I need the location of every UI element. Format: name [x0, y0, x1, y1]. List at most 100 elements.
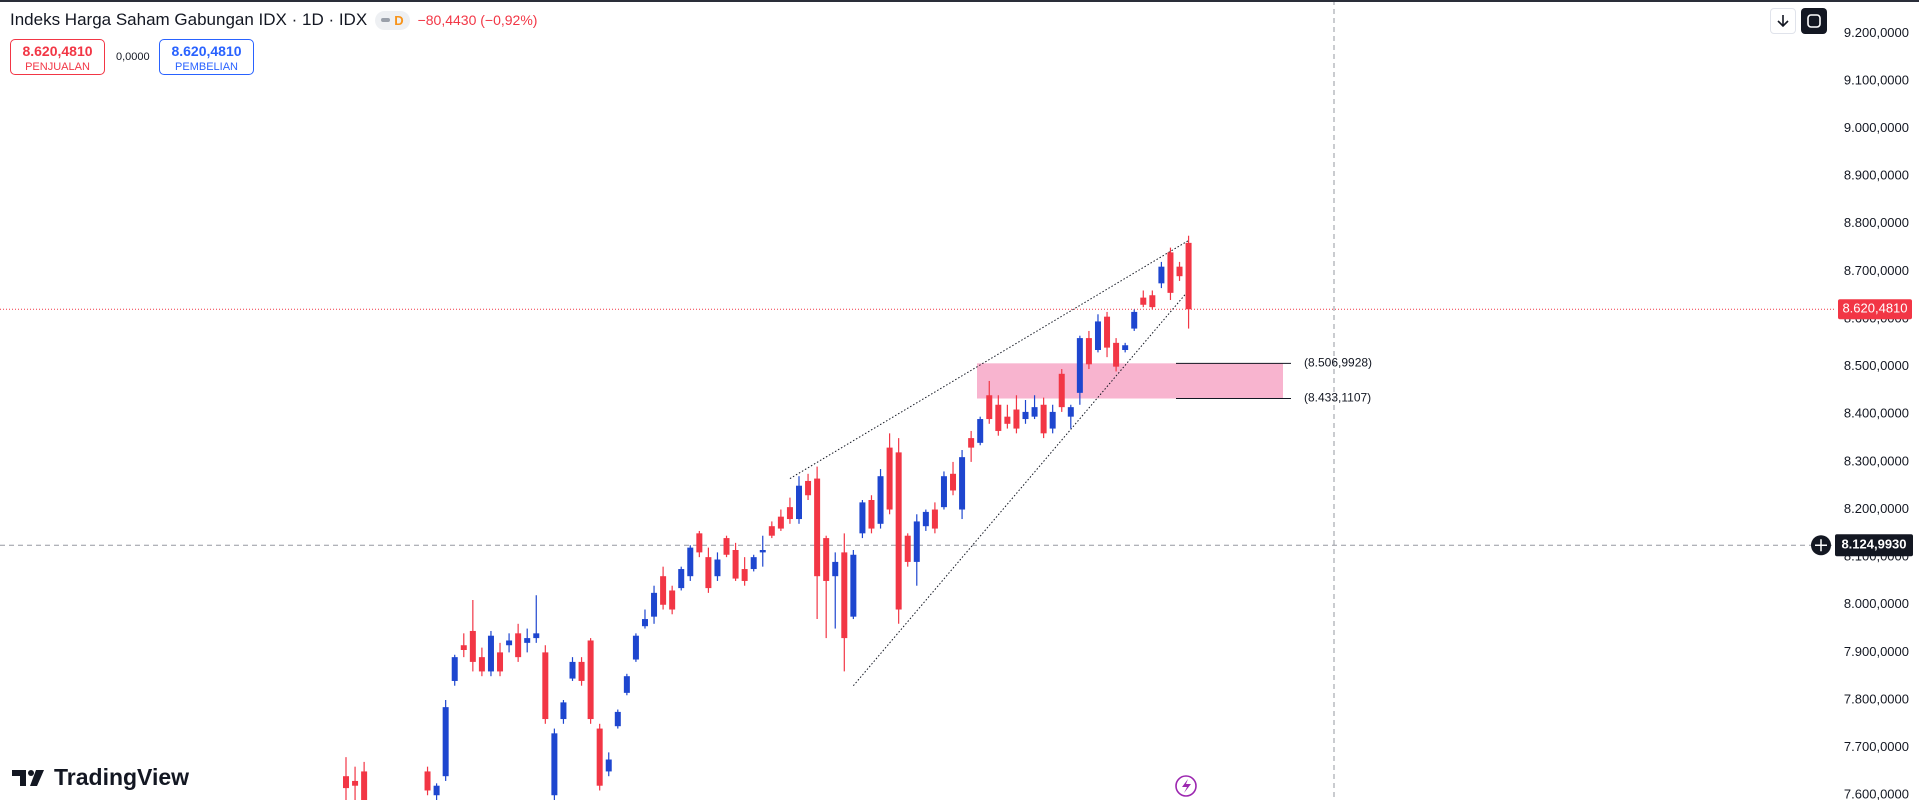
candle-body — [352, 780, 359, 786]
candle-body — [1067, 407, 1074, 417]
candle-body — [506, 640, 513, 646]
y-tick-label: 9.000,0000 — [1844, 120, 1909, 135]
crosshair-box — [1835, 534, 1913, 557]
candle-body — [832, 561, 839, 577]
candle-body — [1122, 345, 1129, 350]
candle-body — [986, 395, 993, 420]
candle-body — [814, 478, 821, 577]
candle-body — [886, 447, 893, 510]
candle-body — [968, 438, 975, 448]
candle-body — [1022, 411, 1029, 420]
candle-body — [1094, 321, 1101, 350]
trendline — [789, 240, 1189, 480]
sell-button[interactable]: 8.620,4810 PENJUALAN — [10, 39, 105, 75]
candle-body — [768, 526, 775, 536]
candle-body — [759, 550, 766, 553]
candle-body — [950, 473, 957, 491]
candle-body — [433, 785, 440, 796]
status-pill[interactable]: D — [375, 10, 410, 30]
candle-body — [805, 480, 812, 496]
sell-price: 8.620,4810 — [22, 43, 93, 59]
candle-body — [1076, 338, 1083, 393]
refresh-icon — [1807, 14, 1821, 28]
crosshair-label: 8.124,9930 — [1841, 537, 1906, 552]
trendline — [852, 290, 1189, 687]
candle-body — [1040, 404, 1047, 434]
candle-body — [841, 552, 848, 639]
candle-body — [977, 419, 984, 443]
candle-body — [343, 776, 349, 789]
y-tick-label: 7.600,0000 — [1844, 787, 1909, 800]
candle-body — [859, 502, 866, 534]
candle-body — [1131, 311, 1138, 329]
candle-body — [515, 633, 522, 658]
y-tick-label: 8.000,0000 — [1844, 596, 1909, 611]
candle-body — [1031, 407, 1038, 417]
plot-area: (8.506,9928) (8.433,1107) — [0, 2, 1835, 800]
candle-body — [786, 507, 793, 520]
candle-body — [632, 635, 639, 660]
candle-body — [922, 511, 929, 527]
candle-body — [560, 702, 567, 720]
logo-mark — [12, 769, 44, 786]
candle-body — [569, 661, 576, 679]
y-tick-label: 7.900,0000 — [1844, 644, 1909, 659]
candle-body — [614, 711, 621, 727]
candle-body — [904, 535, 911, 562]
candle-body — [623, 676, 630, 693]
candle-body — [660, 576, 667, 605]
candle-body — [1013, 409, 1020, 429]
candle-body — [732, 550, 739, 579]
candle-body — [723, 538, 730, 555]
status-dash — [381, 18, 391, 22]
y-tick-label: 8.400,0000 — [1844, 406, 1909, 421]
candle-body — [696, 533, 703, 553]
spread: 0,0000 — [116, 51, 150, 63]
last-price-box — [1838, 299, 1912, 320]
candle-body — [959, 457, 966, 510]
zone — [977, 363, 1283, 399]
candle-body — [1049, 411, 1056, 429]
candle-body — [524, 638, 531, 643]
y-tick-label: 8.500,0000 — [1844, 358, 1909, 373]
overlay: 8.620,4810 8.124,9930 — [1811, 299, 1913, 557]
candle-body — [1058, 373, 1065, 408]
symbol-title[interactable]: Indeks Harga Saham Gabungan IDX · 1D · I… — [10, 10, 368, 29]
buy-button[interactable]: 8.620,4810 PEMBELIAN — [159, 39, 254, 75]
logo-text: TradingView — [54, 764, 190, 790]
lightning-icon[interactable] — [1175, 775, 1197, 797]
candle-body — [651, 592, 658, 617]
candle-body — [487, 635, 494, 672]
candle-body — [823, 538, 830, 581]
download-button[interactable] — [1770, 8, 1796, 34]
candle-body — [361, 771, 368, 800]
y-tick-label: 8.300,0000 — [1844, 453, 1909, 468]
top-border — [0, 0, 1919, 2]
candle-body — [678, 569, 685, 589]
y-tick-label: 9.200,0000 — [1844, 25, 1909, 40]
y-tick-label: 8.700,0000 — [1844, 263, 1909, 278]
crosshair-plus-glyph — [1815, 539, 1827, 552]
symbol-header: Indeks Harga Saham Gabungan IDX · 1D · I… — [10, 10, 537, 30]
y-tick-label: 8.200,0000 — [1844, 501, 1909, 516]
candle-body — [478, 657, 485, 672]
candle-body — [587, 640, 594, 720]
candle-body — [460, 645, 467, 650]
candle-body — [551, 733, 558, 796]
candle-body — [1004, 416, 1011, 424]
logo[interactable]: TradingView — [12, 764, 189, 791]
candle-body — [605, 759, 612, 772]
refresh-button[interactable] — [1801, 8, 1827, 34]
candle-body — [796, 485, 802, 520]
candle-body — [940, 476, 947, 508]
candle-body — [1140, 297, 1147, 305]
candle-body — [687, 547, 694, 577]
candle-body — [596, 728, 603, 786]
candle-body — [1167, 252, 1174, 293]
lightning-glyph — [1182, 779, 1191, 793]
candle-body — [750, 557, 757, 570]
candle-body — [931, 509, 938, 529]
candle-body — [542, 652, 549, 720]
candle-body — [1185, 242, 1192, 310]
